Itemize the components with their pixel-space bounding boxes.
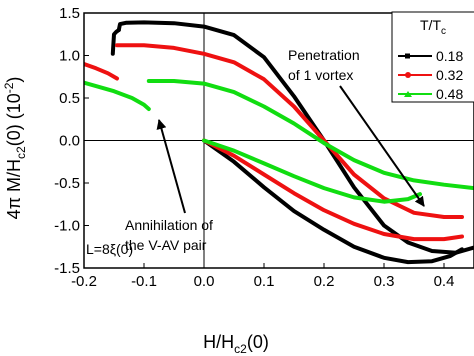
series-0.32-segment-1 xyxy=(84,62,119,81)
series-0.48-segment-1 xyxy=(84,80,151,111)
x-tick-label: 0.3 xyxy=(374,273,395,290)
legend-title: T/Tc xyxy=(420,17,446,37)
y-tick-label: 1.5 xyxy=(59,5,80,22)
legend-marker-square xyxy=(405,53,410,59)
x-tick-label: -0.1 xyxy=(131,273,157,290)
y-tick-label: 1.0 xyxy=(59,48,80,65)
y-tick-label: 0.5 xyxy=(59,90,80,107)
legend: T/Tc 0.18 0.32 0.48 xyxy=(391,11,474,103)
x-tick-label: 0.2 xyxy=(314,273,335,290)
legend-label-0.48: 0.48 xyxy=(436,86,463,102)
annihilation-annotation-line2: the V-AV pair xyxy=(125,237,207,253)
series-0.18-segment-2 xyxy=(116,20,474,255)
y-axis-label: 4π M/Hc2(0) (10-2) xyxy=(2,77,28,220)
legend-label-0.18: 0.18 xyxy=(436,48,463,64)
legend-marker-triangle xyxy=(404,91,412,97)
series-0.48-segment-2 xyxy=(146,79,474,191)
x-tick-label: 0.4 xyxy=(434,273,455,290)
series-0.18-segment-1 xyxy=(110,28,121,56)
penetration-annotation-line1: Penetration xyxy=(288,47,360,63)
annihilation-arrow xyxy=(156,119,186,214)
penetration-arrow xyxy=(339,85,425,207)
x-tick-label: 0.1 xyxy=(254,273,275,290)
y-axis-ticks: -1.5 -1.0 -0.5 0.0 0.5 1.0 1.5 xyxy=(54,5,89,277)
x-axis-ticks: -0.2 -0.1 0.0 0.1 0.2 0.3 0.4 xyxy=(71,263,454,290)
legend-entries: 0.18 0.32 0.48 xyxy=(398,48,463,102)
size-annotation: L=8ξ(0) xyxy=(86,241,133,257)
penetration-annotation-line2: of 1 vortex xyxy=(288,67,353,83)
y-tick-label: 0.0 xyxy=(59,133,80,150)
y-tick-label: -1.0 xyxy=(54,218,80,235)
series-0.32-segment-2 xyxy=(115,43,464,219)
series-0.32-segment-3 xyxy=(202,138,464,242)
legend-label-0.32: 0.32 xyxy=(436,67,463,83)
annihilation-annotation-line1: Annihilation of xyxy=(125,217,213,233)
y-tick-label: -1.5 xyxy=(54,260,80,277)
series-layer xyxy=(84,20,474,265)
x-tick-label: -0.2 xyxy=(71,273,97,290)
x-tick-label: 0.0 xyxy=(194,273,215,290)
x-axis-label: H/Hc2(0) xyxy=(203,332,269,356)
series-0.48-segment-3 xyxy=(202,138,422,204)
y-tick-label: -0.5 xyxy=(54,175,80,192)
legend-marker-circle xyxy=(405,72,411,78)
series-0.18-segment-3 xyxy=(202,138,464,265)
